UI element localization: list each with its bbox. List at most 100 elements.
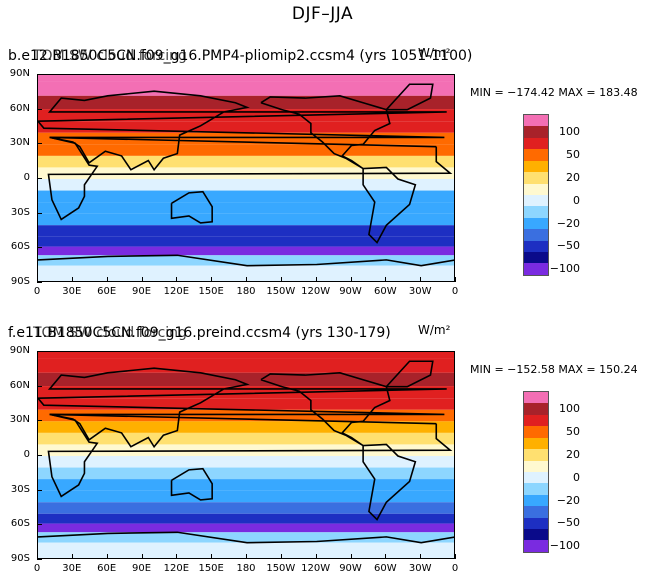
coastline-4 [362, 166, 417, 244]
y-tick-label: 30S [10, 483, 30, 495]
x-tick-label: 30W [408, 286, 432, 297]
colorbar-swatch [524, 263, 548, 275]
colorbar-swatch [524, 149, 548, 161]
band-lat--25 [38, 479, 454, 491]
coastline-1 [47, 136, 453, 221]
colorbar-swatch [524, 240, 548, 253]
y-tick-label: 0 [23, 172, 30, 183]
panel-2-map [37, 351, 455, 559]
y-tick-label: 90S [10, 553, 30, 564]
x-tick-label: 0 [33, 286, 41, 297]
x-tick-mark [315, 554, 317, 559]
x-tick-mark [106, 277, 108, 282]
colorbar-level-label: 0 [573, 193, 580, 207]
y-tick-label: 30N [9, 137, 30, 149]
colorbar-swatch [524, 437, 548, 450]
band-lat-35 [38, 409, 454, 422]
band-lat-45 [38, 121, 454, 133]
x-tick-label: 0 [451, 563, 459, 574]
panel-2-units: W/m² [418, 323, 451, 337]
colorbar-swatch [524, 252, 548, 264]
colorbar-swatch [524, 172, 548, 184]
coastline-3 [260, 94, 391, 170]
y-tick-mark [37, 108, 42, 110]
band-lat-78 [38, 81, 454, 96]
colorbar-swatch [524, 194, 548, 207]
y-tick-mark [37, 524, 42, 526]
colorbar-level-label: −50 [556, 516, 580, 530]
band-lat-35 [38, 132, 454, 145]
colorbar-level-label: 20 [566, 170, 580, 184]
x-tick-mark [280, 554, 282, 559]
colorbar-swatch [524, 414, 548, 427]
y-tick-mark [37, 489, 42, 491]
colorbar-swatch [524, 160, 548, 173]
colorbar-swatch [524, 229, 548, 241]
x-tick-mark [385, 277, 387, 282]
band-lat--55 [38, 236, 454, 247]
y-tick-mark [37, 420, 42, 422]
x-tick-label: 0 [451, 286, 459, 297]
band-lat--70 [38, 532, 454, 543]
x-tick-mark [420, 554, 422, 559]
colorbar-swatch [524, 426, 548, 438]
colorbar-swatch [524, 206, 548, 218]
panel-1-title: b.e12.B1850C5CN.f09_g16.PMP4-pliomip2.cc… [8, 48, 473, 64]
x-tick-mark [106, 554, 108, 559]
x-tick-label: 60W [374, 563, 397, 574]
colorbar-swatch [524, 471, 548, 484]
panel-1-colorbar [523, 114, 549, 276]
colorbar-swatch [524, 115, 548, 127]
figure-title: DJF–JJA [291, 4, 354, 24]
y-tick-mark [37, 455, 42, 456]
colorbar-swatch [524, 460, 548, 472]
x-tick-mark [246, 554, 247, 559]
colorbar-level-label: 50 [566, 148, 580, 161]
band-lat--55 [38, 513, 454, 524]
x-tick-label: 150E [198, 286, 224, 297]
band-lat--35 [38, 213, 454, 226]
y-tick-mark [37, 143, 42, 145]
x-tick-mark [37, 277, 38, 282]
x-tick-mark [176, 277, 178, 282]
colorbar-level-label: 100 [559, 402, 580, 416]
panel-2-minmax: MIN = −152.58 MAX = 150.24 [470, 363, 638, 376]
panel-1-units: W/m² [418, 46, 451, 60]
coastline-2 [170, 467, 213, 501]
y-tick-label: 60S [10, 241, 30, 253]
y-tick-label: 90N [9, 68, 30, 79]
y-tick-mark [37, 559, 42, 560]
x-tick-label: 30W [408, 563, 432, 574]
colorbar-level-label: 20 [566, 447, 580, 461]
x-tick-label: 120W [301, 286, 331, 297]
x-tick-label: 150W [266, 286, 296, 297]
x-tick-label: 60E [97, 286, 117, 297]
coastline-2 [170, 190, 213, 224]
band-lat-90 [38, 352, 454, 359]
band-lat--15 [38, 467, 454, 480]
x-tick-label: 60W [374, 286, 397, 297]
x-tick-mark [455, 554, 456, 559]
band-lat--62 [38, 523, 454, 533]
coastline-5 [385, 83, 434, 111]
y-tick-label: 0 [23, 449, 30, 460]
colorbar-swatch [524, 494, 548, 507]
colorbar-level-label: −20 [556, 493, 580, 507]
y-tick-mark [37, 385, 42, 387]
x-tick-mark [71, 554, 73, 559]
coastline-1 [47, 413, 453, 498]
band-lat--25 [38, 202, 454, 214]
y-tick-label: 60S [10, 518, 30, 530]
colorbar-level-label: −100 [549, 262, 580, 276]
colorbar-level-label: 50 [566, 425, 580, 438]
x-tick-mark [211, 554, 213, 559]
colorbar-swatch [524, 137, 548, 150]
y-tick-mark [37, 74, 42, 75]
colorbar-level-label: −20 [556, 216, 580, 230]
band-lat--45 [38, 502, 454, 514]
coastline-0 [38, 90, 447, 172]
y-tick-mark [37, 351, 42, 352]
x-tick-label: 0 [33, 563, 41, 574]
x-tick-label: 120E [163, 286, 190, 297]
panel-2-variable-title: TOM SW cloud forcing [33, 325, 187, 341]
